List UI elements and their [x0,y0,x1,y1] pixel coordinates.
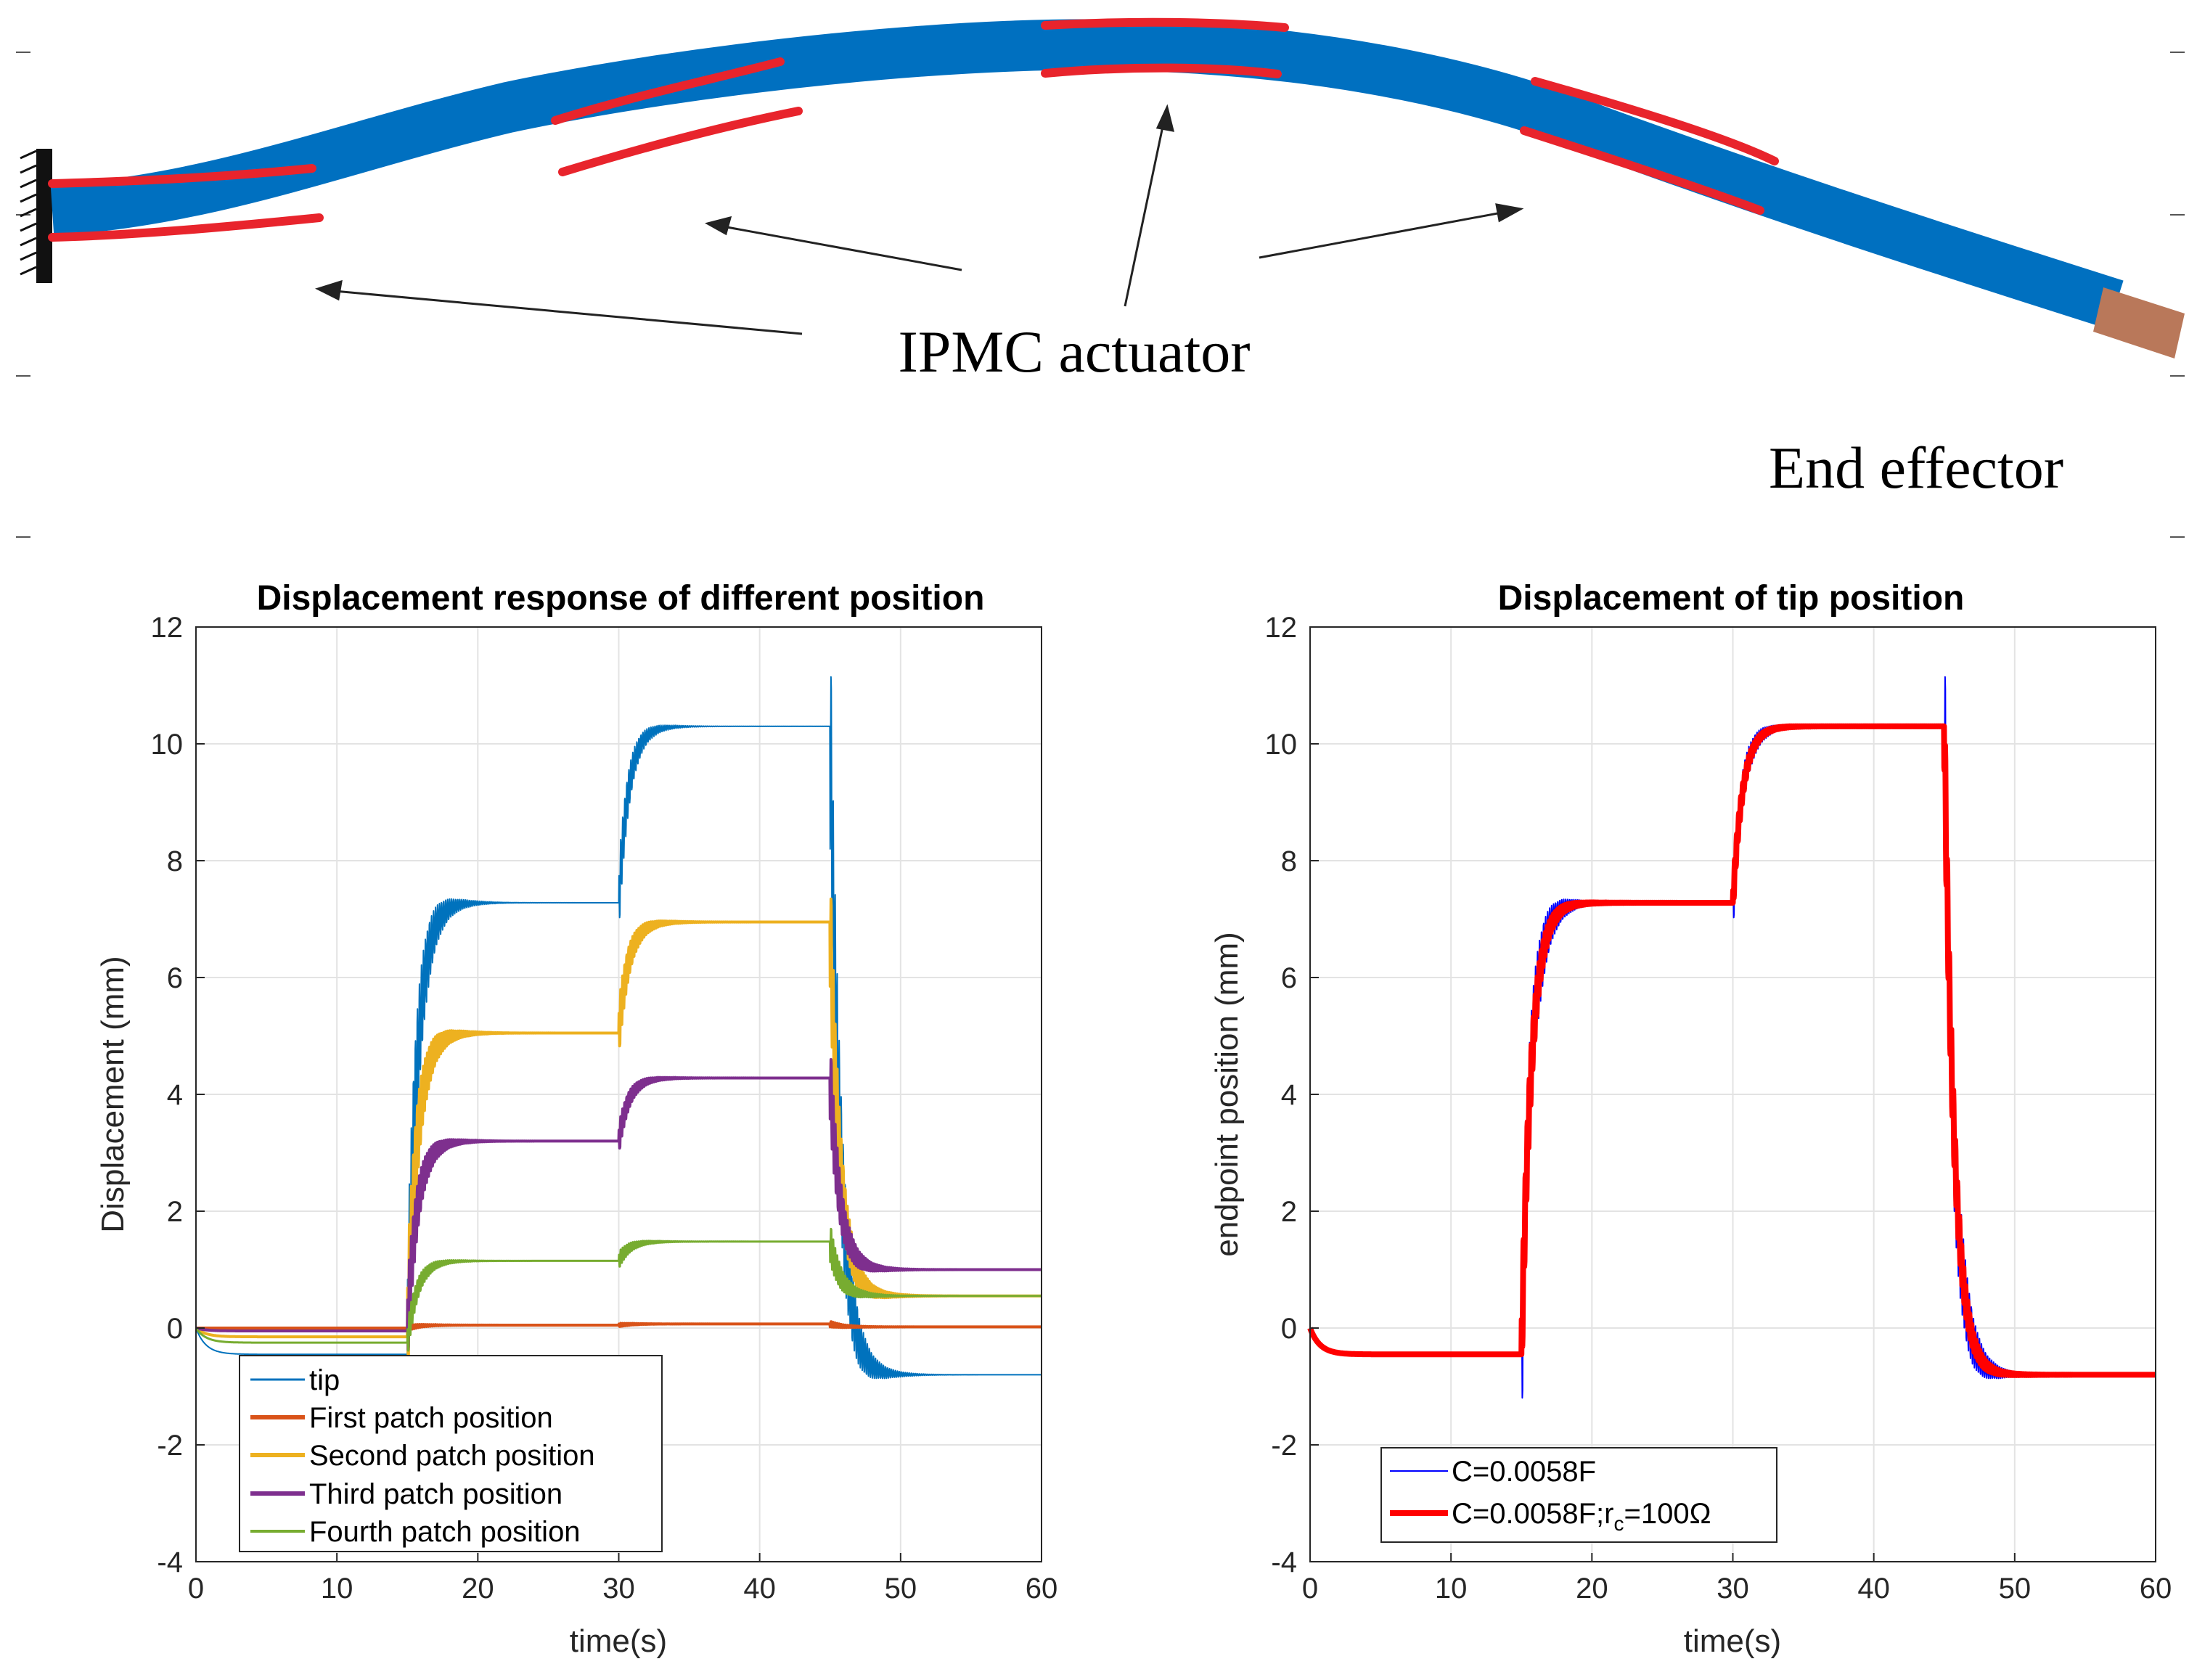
x-axis-label: time(s) [570,1623,667,1659]
y-tick-label: 2 [1281,1196,1297,1228]
margin-marks [16,52,2185,538]
legend-label-c: C=0.0058F [1452,1456,1596,1488]
legend: tip First patch position Second patch po… [239,1355,663,1552]
y-tick-label: 8 [1281,845,1297,877]
y-tick-label: 4 [167,1079,183,1111]
x-axis-label: time(s) [1684,1623,1781,1659]
beam-schematic: IPMC actuator End effector [20,17,2185,501]
legend-label-tip: tip [309,1364,340,1396]
y-axis-label: endpoint position (mm) [1209,932,1245,1257]
y-tick-label: 10 [151,729,184,761]
y-tick-label: -2 [1271,1430,1297,1462]
x-tick-label: 60 [2140,1573,2172,1605]
flexible-beam [50,19,2124,329]
chart-tip-displacement: Displacement of tip position 0 10 20 30 40 50… [1209,579,2172,1659]
y-tick-label: 12 [151,612,184,644]
y-tick-label: -2 [157,1430,183,1462]
legend-box [1380,1447,1777,1543]
x-tick-label: 40 [743,1573,776,1605]
y-tick-label: 12 [1265,612,1298,644]
y-tick-label: 6 [167,962,183,994]
y-tick-label: 8 [167,845,183,877]
legend-label-third: Third patch position [309,1478,562,1510]
x-tick-label: 60 [1026,1573,1058,1605]
chart-title: Displacement of tip position [1498,579,1965,618]
legend: C=0.0058F C=0.0058F;rc=100Ω [1380,1447,1777,1543]
x-tick-label: 10 [321,1573,353,1605]
y-tick-label: 2 [167,1196,183,1228]
legend-box [239,1355,663,1552]
end-effector [2093,287,2185,358]
legend-label-first: First patch position [309,1402,553,1434]
legend-label-c-rc: C=0.0058F;rc=100Ω [1452,1498,1711,1535]
series-line-0 [195,676,1042,1401]
chart-title: Displacement response of different posit… [257,579,985,618]
y-tick-label: 4 [1281,1079,1297,1111]
chart-displacement-positions: Displacement response of different posit… [95,579,1057,1659]
legend-label-second: Second patch position [309,1440,595,1472]
x-tick-label: 50 [885,1573,917,1605]
y-tick-label: 0 [167,1313,183,1345]
x-tick-label: 50 [1999,1573,2032,1605]
series-line-1 [1307,723,2159,1378]
x-tick-label: 0 [1302,1573,1318,1605]
x-tick-label: 0 [188,1573,204,1605]
y-tick-label: 0 [1281,1313,1297,1345]
x-tick-label: 20 [462,1573,494,1605]
x-tick-label: 20 [1576,1573,1608,1605]
x-tick-label: 30 [1717,1573,1749,1605]
series-line-3 [195,1058,1043,1351]
x-tick-label: 40 [1857,1573,1890,1605]
x-tick-label: 30 [602,1573,635,1605]
ipmc-actuator-label: IPMC actuator [898,319,1250,385]
y-tick-label: -4 [1271,1546,1297,1578]
y-axis-label: Displacement (mm) [95,956,131,1232]
y-tick-label: 10 [1265,729,1298,761]
wall-clamp [20,149,52,283]
series-line-4 [195,1227,1043,1352]
actuator-arrows [315,104,1524,335]
x-tick-label: 10 [1435,1573,1468,1605]
y-tick-label: 6 [1281,962,1297,994]
legend-label-fourth: Fourth patch position [309,1516,581,1548]
end-effector-label: End effector [1769,435,2063,501]
y-tick-label: -4 [157,1546,183,1578]
ipmc-patches [48,17,1779,242]
series-line-1 [195,1320,1043,1332]
